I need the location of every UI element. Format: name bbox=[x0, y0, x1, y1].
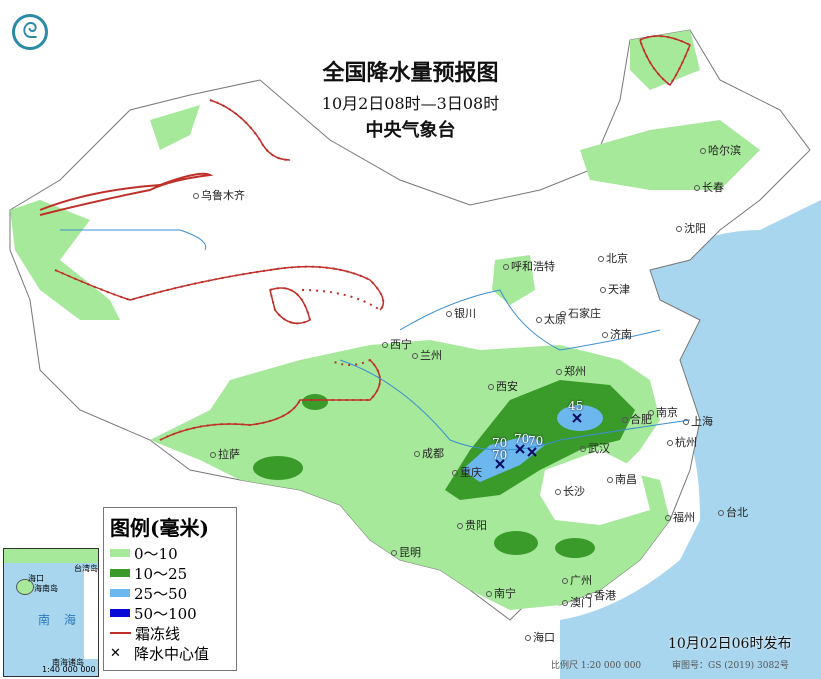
legend-label: 10～25 bbox=[134, 564, 188, 583]
philippines-land bbox=[84, 569, 98, 659]
city-label: 香港 bbox=[586, 587, 616, 603]
city-label: 西宁 bbox=[382, 336, 412, 352]
city-label: 长春 bbox=[694, 179, 724, 195]
inset-islands-label: 南海诸岛 bbox=[52, 658, 84, 667]
map-scale: 比例尺 1:20 000 000 bbox=[551, 661, 642, 671]
inset-label: 台湾岛 bbox=[74, 564, 98, 573]
city-label: 天津 bbox=[600, 281, 630, 297]
precip-center-marker bbox=[572, 413, 582, 423]
city-label: 重庆 bbox=[452, 464, 482, 480]
swatch-25-50 bbox=[110, 589, 130, 597]
city-label: 呼和浩特 bbox=[503, 258, 555, 274]
city-label: 南昌 bbox=[607, 471, 637, 487]
precip-0-10 bbox=[630, 30, 700, 90]
city-label: 台北 bbox=[718, 504, 748, 520]
approval-number: 审图号：GS (2019) 3082号 bbox=[672, 661, 789, 671]
precip-center-marker bbox=[495, 459, 505, 469]
precip-center-value: 70 bbox=[492, 448, 508, 462]
map-title: 全国降水量预报图 bbox=[322, 60, 499, 86]
city-label: 南宁 bbox=[486, 585, 516, 601]
city-label: 广州 bbox=[562, 572, 592, 588]
precip-0-10 bbox=[580, 120, 760, 190]
inset-label: 海口 bbox=[28, 574, 44, 583]
hainan-island bbox=[16, 579, 34, 595]
inset-label: 海南岛 bbox=[34, 584, 58, 593]
legend-label: 25～50 bbox=[134, 584, 188, 603]
forecast-period: 10月2日08时—3日08时 bbox=[321, 94, 500, 113]
swatch-0-10 bbox=[110, 549, 130, 557]
city-label: 银川 bbox=[446, 305, 476, 321]
inset-sea-label: 南海 bbox=[38, 613, 91, 627]
legend-label: 降水中心值 bbox=[134, 644, 210, 663]
city-label: 西安 bbox=[488, 378, 518, 394]
frost-line bbox=[54, 35, 691, 441]
precip-center-value: 45 bbox=[568, 399, 584, 413]
city-label: 武汉 bbox=[580, 440, 610, 456]
precip-center-value: 70 bbox=[492, 436, 508, 450]
city-label: 兰州 bbox=[412, 347, 442, 363]
city-label: 昆明 bbox=[391, 544, 421, 560]
city-label: 太原 bbox=[536, 311, 566, 327]
city-label: 北京 bbox=[598, 250, 628, 266]
precip-10-25 bbox=[253, 456, 303, 480]
city-label: 海口 bbox=[525, 629, 555, 645]
legend-item: 0～10 bbox=[110, 543, 230, 563]
city-label: 济南 bbox=[602, 326, 632, 342]
cross-icon: ✕ bbox=[110, 645, 121, 661]
city-label: 南京 bbox=[648, 404, 678, 420]
cma-logo-icon: ᘓ bbox=[12, 14, 48, 50]
city-label: 拉萨 bbox=[210, 446, 240, 462]
legend-title: 图例(毫米) bbox=[110, 516, 209, 540]
legend-item: 10～25 bbox=[110, 563, 230, 583]
city-label: 长沙 bbox=[555, 483, 585, 499]
city-label: 贵阳 bbox=[457, 517, 487, 533]
publish-time: 10月02日06时发布 bbox=[668, 636, 792, 652]
legend-item: 50～100 bbox=[110, 603, 230, 623]
legend-label: 霜冻线 bbox=[135, 624, 181, 643]
legend-item: 霜冻线 bbox=[110, 623, 230, 643]
city-label: 沈阳 bbox=[676, 220, 706, 236]
city-label: 合肥 bbox=[622, 411, 652, 427]
legend-label: 50～100 bbox=[134, 604, 197, 623]
precip-center-markers bbox=[495, 413, 582, 469]
legend: 图例(毫米) 0～10 10～25 25～50 50～100 霜冻线 ✕ 降水中心… bbox=[103, 507, 237, 671]
precip-25-50 bbox=[557, 405, 603, 431]
frost-line-icon bbox=[110, 632, 131, 634]
precip-center-value: 70 bbox=[514, 432, 530, 446]
precip-center-marker bbox=[527, 447, 537, 457]
precip-center-marker bbox=[515, 444, 525, 454]
precip-10-25 bbox=[302, 394, 328, 410]
inset-scale: 1:40 000 000 bbox=[42, 665, 96, 674]
city-label: 上海 bbox=[683, 413, 713, 429]
swatch-50-100 bbox=[110, 609, 130, 617]
city-label: 郑州 bbox=[556, 363, 586, 379]
precip-10-25 bbox=[494, 531, 538, 555]
issuer: 中央气象台 bbox=[365, 120, 456, 141]
precip-25-50 bbox=[462, 435, 545, 482]
precip-0-10 bbox=[10, 200, 120, 320]
city-label: 乌鲁木齐 bbox=[193, 187, 245, 203]
inset-land bbox=[4, 549, 98, 563]
legend-item: 25～50 bbox=[110, 583, 230, 603]
precip-10-25 bbox=[555, 538, 595, 558]
precip-center-value: 70 bbox=[528, 434, 544, 448]
swatch-10-25 bbox=[110, 569, 130, 577]
city-label: 福州 bbox=[665, 509, 695, 525]
legend-label: 0～10 bbox=[134, 544, 178, 563]
city-label: 成都 bbox=[414, 445, 444, 461]
city-label: 石家庄 bbox=[560, 305, 601, 321]
south-china-sea-inset: 海口 海南岛 台湾岛 南海 南海诸岛 1:40 000 000 bbox=[3, 548, 99, 677]
city-label: 杭州 bbox=[667, 434, 697, 450]
precip-0-10 bbox=[150, 105, 200, 150]
city-label: 哈尔滨 bbox=[700, 142, 741, 158]
dry-area bbox=[540, 450, 650, 525]
legend-item: ✕ 降水中心值 bbox=[110, 643, 230, 663]
